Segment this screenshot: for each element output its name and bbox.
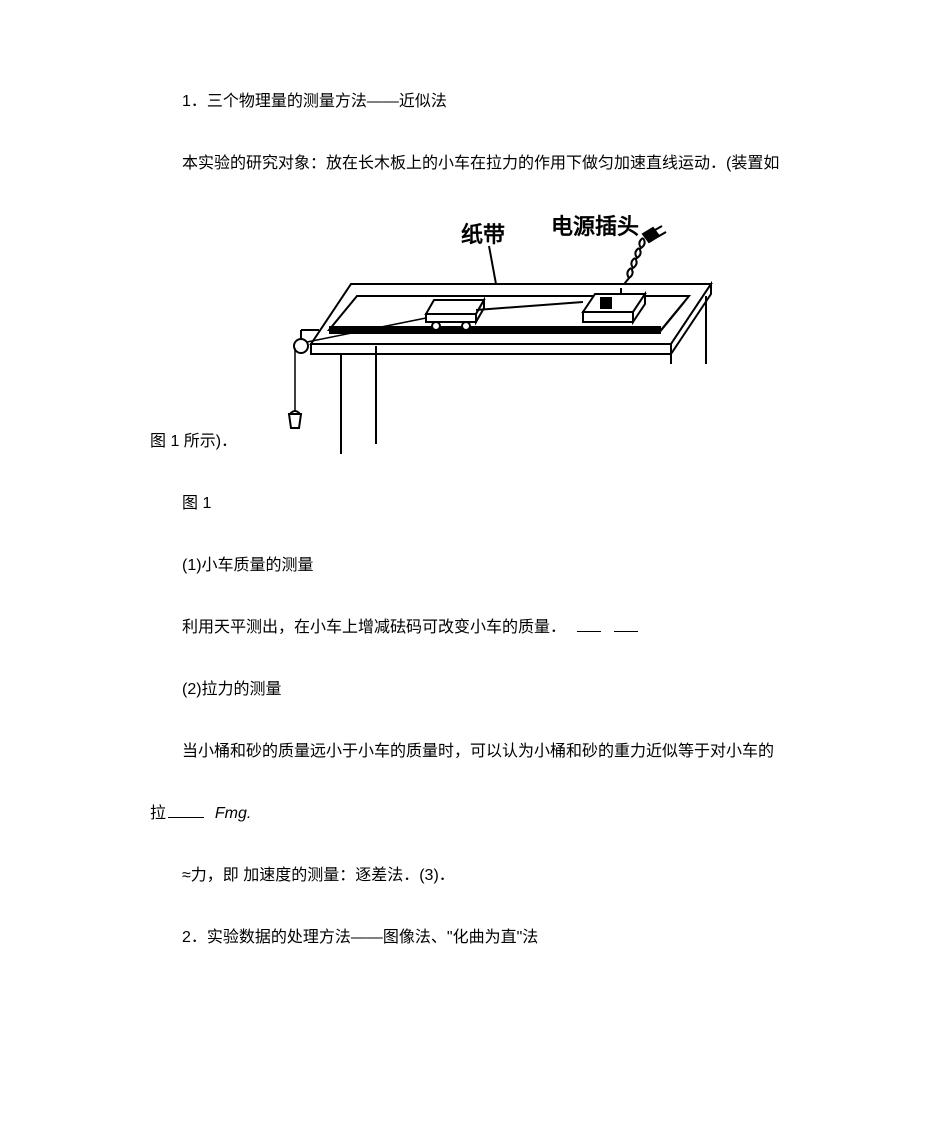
paragraph-1: 1．三个物理量的测量方法——近似法 xyxy=(150,90,795,114)
bucket-icon xyxy=(289,411,301,428)
figure-row: 图 1 所示)． 纸带 电源插头 xyxy=(150,214,795,454)
paragraph-7a: 当小桶和砂的质量远小于小车的质量时，可以认为小桶和砂的重力近似等于对小车的 xyxy=(150,740,795,764)
paragraph-2a: 本实验的研究对象：放在长木板上的小车在拉力的作用下做匀加速直线运动．(装置如 xyxy=(150,152,795,176)
paragraph-8: ≈力，即 加速度的测量：逐差法．(3)． xyxy=(150,864,795,888)
paragraph-6: (2)拉力的测量 xyxy=(150,678,795,702)
figure-inline-text: 图 1 所示)． xyxy=(150,430,237,454)
paragraph-7b: 拉 Fmg. xyxy=(150,802,795,826)
paragraph-4: (1)小车质量的测量 xyxy=(150,554,795,578)
paragraph-9: 2．实验数据的处理方法——图像法、"化曲为直"法 xyxy=(150,926,795,950)
figure-caption: 图 1 xyxy=(150,492,795,516)
experiment-diagram: 纸带 电源插头 xyxy=(241,214,721,454)
paragraph-5-text: 利用天平测出，在小车上增减砝码可改变小车的质量． xyxy=(182,619,566,636)
blank-3 xyxy=(168,817,204,818)
blank-1 xyxy=(577,631,601,632)
document-page: 1．三个物理量的测量方法——近似法 本实验的研究对象：放在长木板上的小车在拉力的… xyxy=(0,0,945,1123)
blank-2 xyxy=(614,631,638,632)
p7b-prefix: 拉 xyxy=(150,805,166,822)
label-tape: 纸带 xyxy=(461,222,505,247)
paragraph-5: 利用天平测出，在小车上增减砝码可改变小车的质量． xyxy=(150,616,795,640)
label-plug: 电源插头 xyxy=(551,214,639,239)
p7b-formula: Fmg. xyxy=(215,805,251,822)
